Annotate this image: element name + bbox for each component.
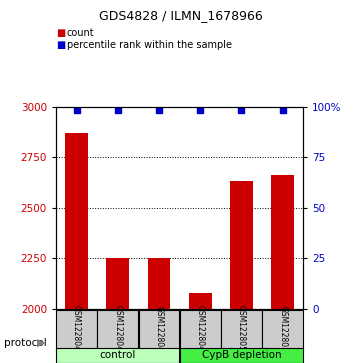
Bar [56, 348, 179, 363]
Text: GSM1228051: GSM1228051 [278, 306, 287, 356]
Text: GSM1228049: GSM1228049 [196, 305, 205, 356]
Bar [106, 258, 129, 309]
Text: ■: ■ [56, 40, 65, 50]
Text: GSM1228050: GSM1228050 [237, 305, 246, 356]
Text: GSM1228047: GSM1228047 [113, 305, 122, 356]
Bar [97, 310, 138, 351]
Text: GDS4828 / ILMN_1678966: GDS4828 / ILMN_1678966 [99, 9, 262, 22]
Text: GSM1228046: GSM1228046 [72, 305, 81, 356]
Bar [271, 175, 294, 309]
Text: ▶: ▶ [37, 338, 46, 348]
Bar [180, 310, 221, 351]
Text: protocol: protocol [4, 338, 46, 348]
Bar [139, 310, 179, 351]
Text: ■: ■ [56, 28, 65, 38]
Bar [180, 348, 303, 363]
Text: GSM1228048: GSM1228048 [155, 306, 164, 356]
Bar [148, 258, 170, 309]
Bar [189, 293, 212, 309]
Text: percentile rank within the sample: percentile rank within the sample [67, 40, 232, 50]
Text: control: control [100, 350, 136, 360]
Bar [230, 181, 253, 309]
Text: count: count [67, 28, 95, 38]
Bar [56, 310, 97, 351]
Bar [65, 133, 88, 309]
Text: CypB depletion: CypB depletion [201, 350, 281, 360]
Bar [262, 310, 303, 351]
Bar [221, 310, 262, 351]
